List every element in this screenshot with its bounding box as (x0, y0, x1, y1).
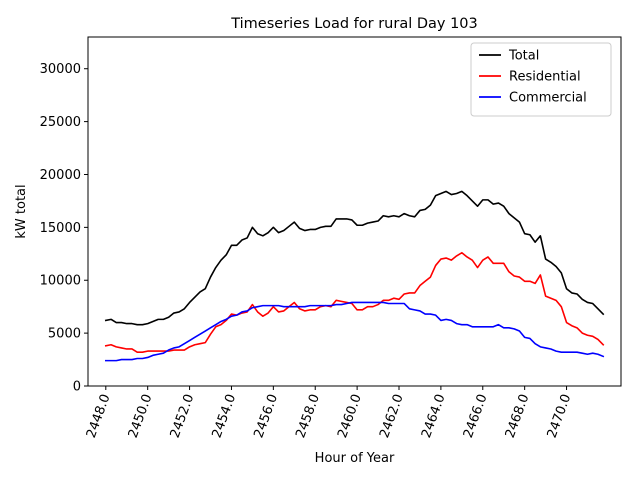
series-layer (104, 190, 605, 362)
y-tick-label: 10000 (40, 274, 81, 289)
y-tick-label: 20000 (40, 168, 81, 183)
legend-label-commercial: Commercial (509, 91, 587, 106)
chart-title: Timeseries Load for rural Day 103 (230, 16, 478, 32)
x-axis-label: Hour of Year (315, 451, 395, 466)
series-line-residential (104, 251, 605, 353)
y-axis: 0 5000 10000 15000 20000 25000 30000 (40, 62, 88, 395)
y-tick-label: 0 (73, 380, 81, 395)
y-axis-label: kW total (14, 184, 29, 238)
series-line-total (104, 190, 605, 326)
y-tick-label: 25000 (40, 115, 81, 130)
y-tick-label: 5000 (48, 327, 81, 342)
legend: Total Residential Commercial (470, 42, 612, 117)
y-tick-label: 15000 (40, 221, 81, 236)
series-line-commercial (105, 301, 605, 362)
y-tick-label: 30000 (40, 62, 81, 77)
legend-box (470, 42, 612, 117)
plot-frame (87, 36, 622, 387)
legend-label-total: Total (508, 49, 539, 64)
legend-label-residential: Residential (509, 70, 581, 85)
